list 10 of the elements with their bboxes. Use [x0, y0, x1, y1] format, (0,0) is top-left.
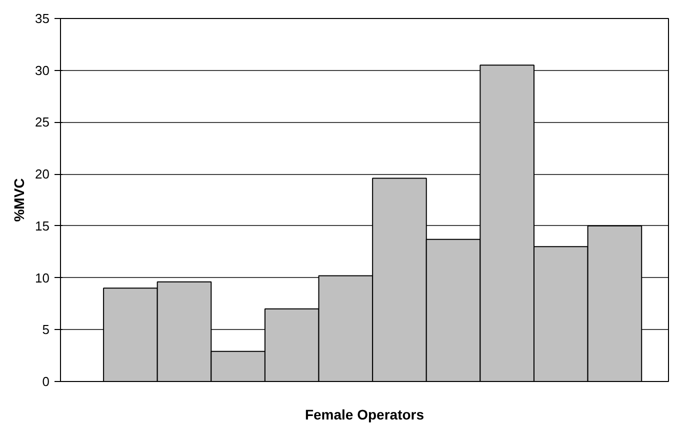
y-tick-label: 10 [35, 270, 50, 286]
y-tick-label: 0 [42, 374, 50, 389]
y-tick-label: 25 [35, 114, 50, 130]
y-tick-label: 35 [35, 11, 50, 26]
y-tick-label: 5 [42, 322, 50, 338]
x-axis-title: Female Operators [304, 406, 424, 422]
y-tick-label: 20 [35, 166, 50, 182]
y-tick-label: 15 [35, 218, 50, 234]
y-axis-title: %MVC [11, 178, 28, 222]
y-tick-label: 30 [35, 62, 50, 78]
